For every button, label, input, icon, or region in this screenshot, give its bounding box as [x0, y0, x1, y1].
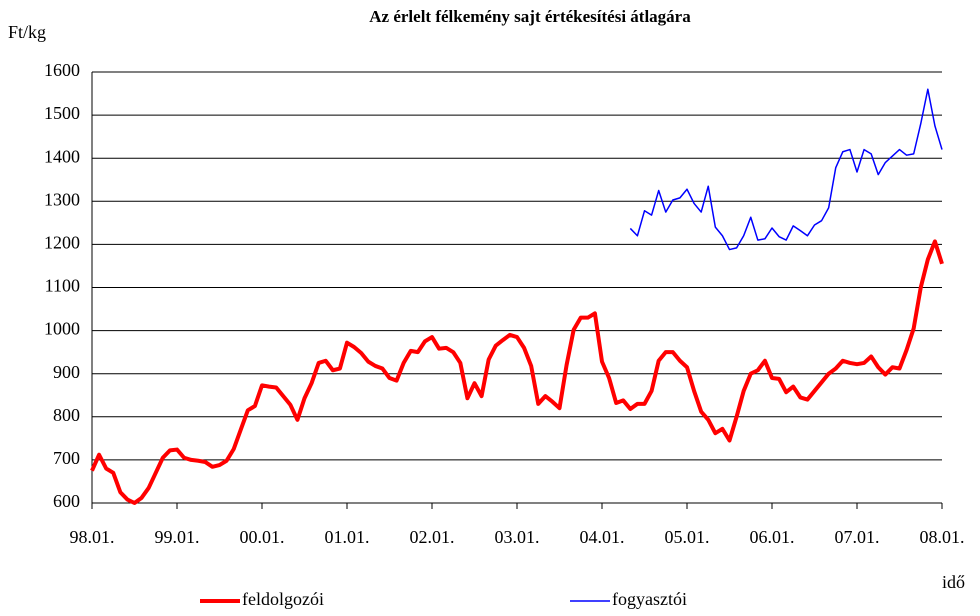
y-tick-label: 800 — [53, 405, 80, 425]
chart-title: Az érlelt félkemény sajt értékesítési át… — [369, 7, 691, 26]
x-tick-label: 01.01. — [325, 527, 370, 547]
x-axis-label: idő — [942, 572, 965, 592]
x-tick-label: 06.01. — [750, 527, 795, 547]
series-line — [629, 88, 943, 251]
y-tick-label: 600 — [53, 491, 80, 511]
y-tick-label: 1100 — [45, 276, 80, 296]
x-tick-label: 99.01. — [155, 527, 200, 547]
y-tick-label: 1600 — [44, 60, 80, 80]
y-tick-label: 1000 — [44, 319, 80, 339]
y-axis-label: Ft/kg — [8, 22, 46, 42]
series-line — [90, 239, 944, 505]
legend-label: fogyasztói — [612, 589, 687, 609]
x-tick-label: 08.01. — [920, 527, 965, 547]
x-tick-label: 00.01. — [240, 527, 285, 547]
y-tick-label: 900 — [53, 362, 80, 382]
y-tick-label: 1200 — [44, 233, 80, 253]
y-tick-label: 1300 — [44, 189, 80, 209]
x-tick-label: 98.01. — [70, 527, 115, 547]
y-tick-label: 700 — [53, 448, 80, 468]
x-tick-label: 07.01. — [835, 527, 880, 547]
legend-label: feldolgozói — [242, 589, 324, 609]
y-tick-label: 1400 — [44, 146, 80, 166]
x-tick-label: 04.01. — [580, 527, 625, 547]
x-tick-label: 03.01. — [495, 527, 540, 547]
y-tick-label: 1500 — [44, 103, 80, 123]
x-tick-label: 02.01. — [410, 527, 455, 547]
x-tick-label: 05.01. — [665, 527, 710, 547]
